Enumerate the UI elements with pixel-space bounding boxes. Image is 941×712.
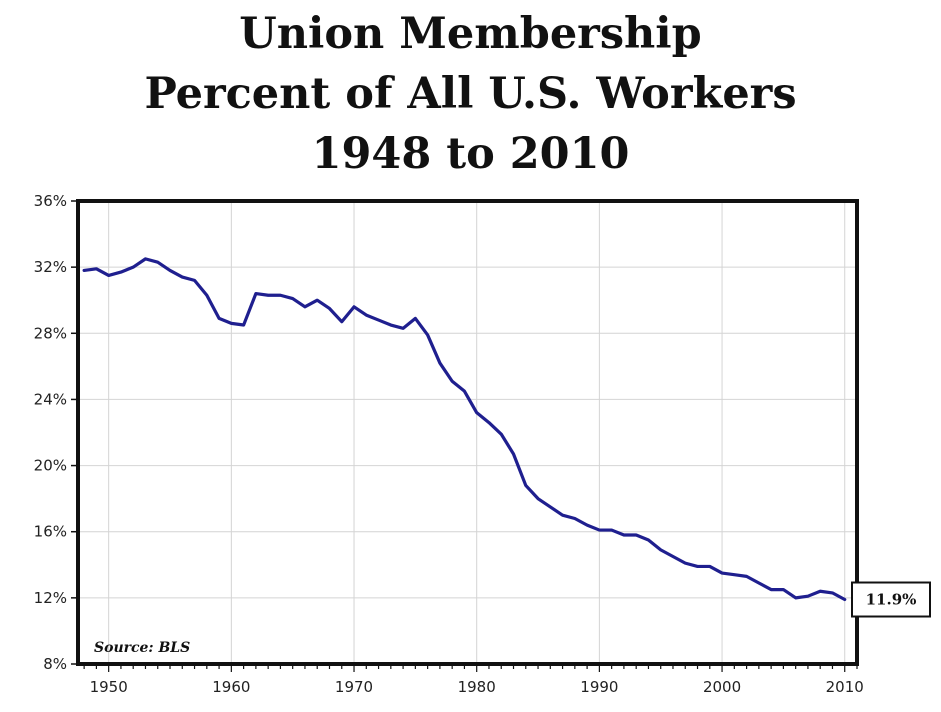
data-point <box>697 565 699 567</box>
data-point <box>807 595 809 597</box>
x-tick-label: 1990 <box>580 678 618 696</box>
y-tick-label: 16% <box>34 523 67 541</box>
x-tick-label: 1950 <box>90 678 128 696</box>
data-point <box>586 524 588 526</box>
data-point <box>157 261 159 263</box>
data-point <box>537 498 539 500</box>
data-point <box>120 271 122 273</box>
data-point <box>439 362 441 364</box>
data-point <box>463 390 465 392</box>
data-point <box>782 589 784 591</box>
data-point <box>549 506 551 508</box>
data-point <box>488 422 490 424</box>
x-tick-label: 2010 <box>826 678 864 696</box>
data-point <box>795 597 797 599</box>
data-point <box>525 484 527 486</box>
data-point <box>476 412 478 414</box>
data-point <box>378 319 380 321</box>
data-point <box>844 599 846 601</box>
data-point <box>746 575 748 577</box>
chart-title-line-1: Union Membership <box>239 9 702 59</box>
data-point <box>132 266 134 268</box>
y-tick-label: 8% <box>43 655 67 673</box>
source-note: Source: BLS <box>94 640 190 656</box>
data-point <box>353 306 355 308</box>
y-tick-label: 32% <box>34 258 67 276</box>
data-point <box>758 582 760 584</box>
chart-title-line-2: Percent of All U.S. Workers <box>144 69 797 119</box>
y-tick-label: 24% <box>34 390 67 408</box>
data-point <box>721 572 723 574</box>
data-point <box>500 433 502 435</box>
data-point <box>83 269 85 271</box>
data-point <box>598 529 600 531</box>
data-point <box>647 539 649 541</box>
data-point <box>819 590 821 592</box>
x-tick-label: 1960 <box>212 678 250 696</box>
data-point <box>611 529 613 531</box>
data-point <box>770 589 772 591</box>
x-axis: 1950 1960 1970 1980 1990 2000 2010 <box>83 664 864 696</box>
data-point <box>709 565 711 567</box>
data-point <box>144 258 146 260</box>
data-point <box>390 324 392 326</box>
data-point <box>402 327 404 329</box>
data-point <box>574 517 576 519</box>
x-tick-label: 2000 <box>703 678 741 696</box>
data-point <box>267 294 269 296</box>
data-point <box>623 534 625 536</box>
y-tick-label: 36% <box>34 192 67 210</box>
data-point <box>243 324 245 326</box>
data-point <box>672 556 674 558</box>
x-tick-label: 1970 <box>335 678 373 696</box>
chart-title-line-3: 1948 to 2010 <box>311 129 630 179</box>
end-value-label: 11.9% <box>866 591 917 609</box>
data-point <box>513 453 515 455</box>
data-point <box>427 334 429 336</box>
end-value-box <box>851 581 931 618</box>
data-point <box>292 298 294 300</box>
data-point <box>255 293 257 295</box>
data-point <box>684 562 686 564</box>
data-point <box>181 276 183 278</box>
data-point <box>660 549 662 551</box>
data-point <box>194 279 196 281</box>
data-point <box>328 307 330 309</box>
data-point <box>341 321 343 323</box>
data-point <box>169 269 171 271</box>
series-layer <box>82 257 847 602</box>
data-point <box>316 299 318 301</box>
data-point <box>635 534 637 536</box>
data-point <box>279 294 281 296</box>
y-tick-label: 12% <box>34 589 67 607</box>
data-point <box>108 274 110 276</box>
y-tick-label: 28% <box>34 324 67 342</box>
y-tick-label: 20% <box>34 457 67 475</box>
data-point <box>451 380 453 382</box>
data-point <box>95 268 97 270</box>
data-point <box>304 306 306 308</box>
data-point <box>365 314 367 316</box>
data-point <box>414 317 416 319</box>
x-tick-label: 1980 <box>458 678 496 696</box>
data-point <box>218 317 220 319</box>
data-point <box>831 592 833 594</box>
data-point <box>562 514 564 516</box>
data-point <box>733 574 735 576</box>
data-point <box>230 322 232 324</box>
y-axis: 8% 12% 16% 20% 24% 28% 32% 36% <box>34 192 78 673</box>
grid-lines <box>78 200 857 665</box>
series-line <box>82 257 847 602</box>
plot-frame <box>76 199 859 666</box>
chart-title: Union Membership Percent of All U.S. Wor… <box>0 4 941 184</box>
data-point <box>206 294 208 296</box>
end-value-callout: 11.9% <box>851 581 931 618</box>
